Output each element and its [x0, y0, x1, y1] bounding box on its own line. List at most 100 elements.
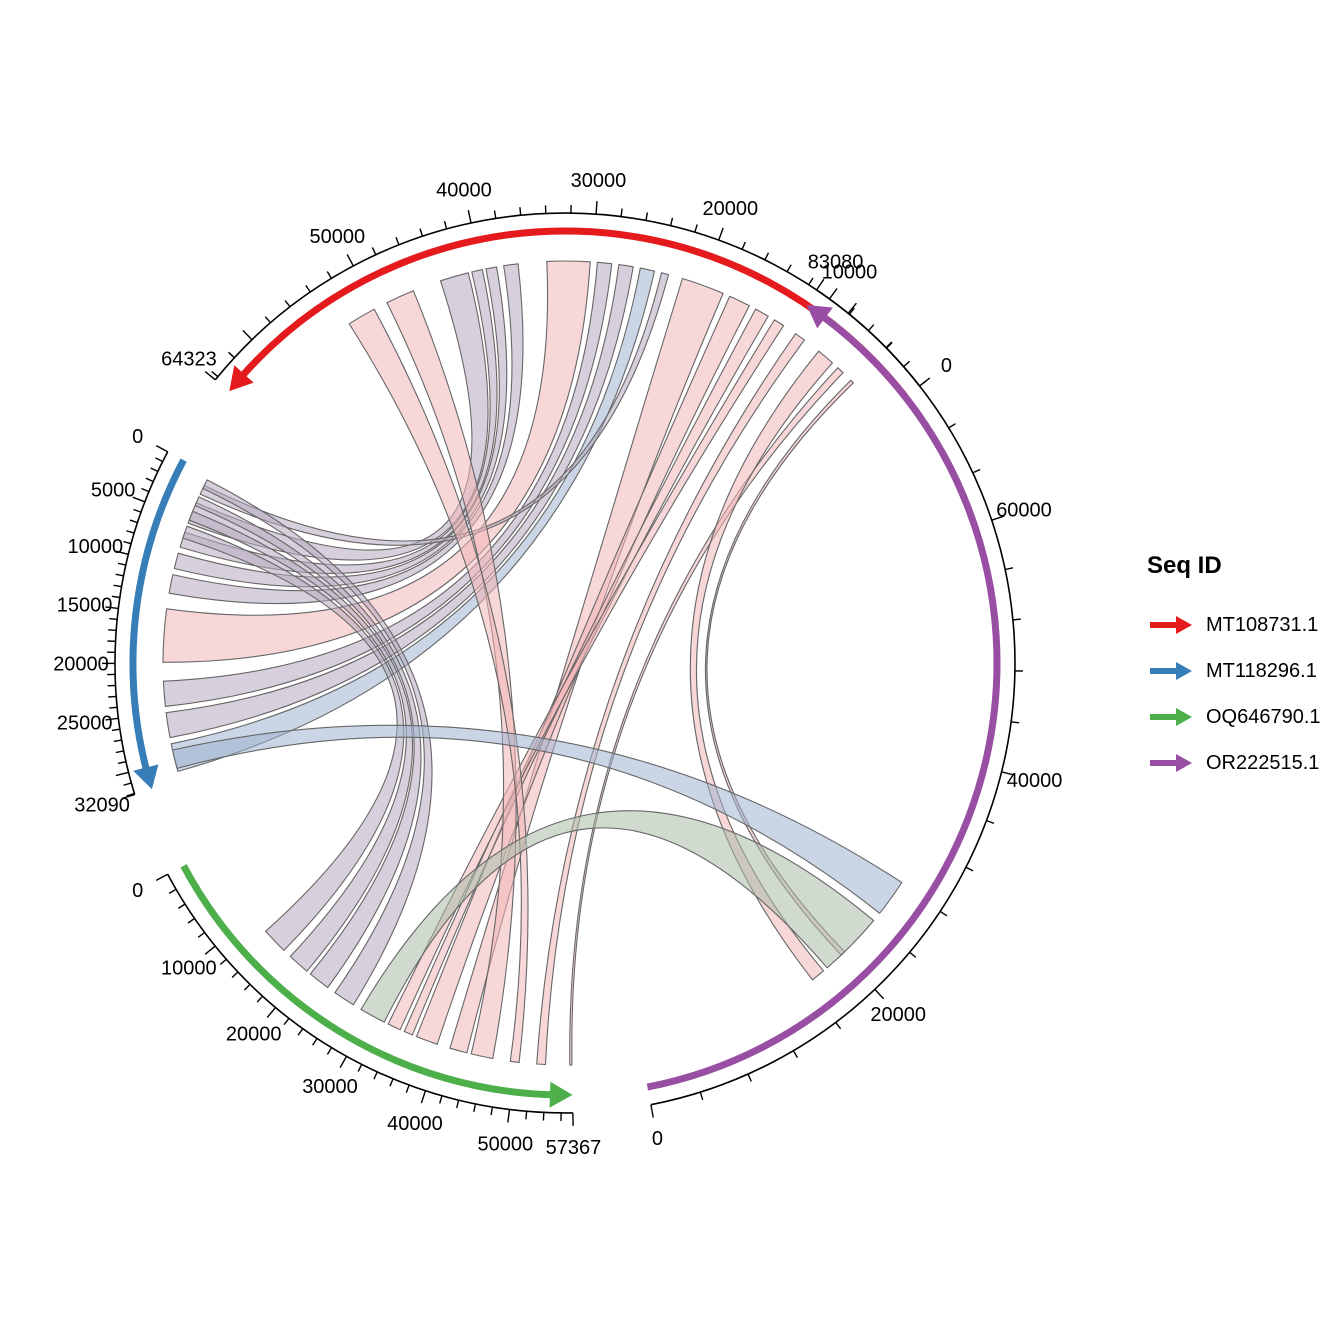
major-tick: [507, 1109, 511, 1123]
minor-tick: [903, 360, 911, 368]
legend: Seq ID MT108731.1 MT118296.1 OQ646790.1 OR2…: [1146, 552, 1321, 786]
legend-arrow-icon: [1150, 616, 1192, 634]
major-tick: [121, 793, 135, 800]
major-tick: [595, 201, 598, 215]
major-tick: [242, 329, 253, 341]
minor-tick: [113, 584, 122, 588]
tick-label: 20000: [53, 653, 109, 675]
minor-tick: [150, 467, 159, 473]
minor-tick: [669, 217, 674, 226]
legend-item: MT118296.1: [1146, 648, 1321, 694]
minor-tick: [525, 1111, 528, 1120]
link-ribbon: [194, 496, 422, 989]
link-ribbon: [170, 267, 656, 773]
minor-tick: [405, 1084, 410, 1093]
legend-item: OR222515.1: [1146, 740, 1321, 786]
minor-tick: [197, 931, 206, 938]
axis-line: [166, 873, 573, 1114]
tick-label: 30000: [571, 170, 627, 192]
minor-tick: [1012, 618, 1021, 621]
minor-tick: [620, 208, 623, 217]
sequence-axes: 0 10000 20000 30000 40000 50000 64323 0 5000 1000…: [53, 170, 1062, 1159]
minor-tick: [177, 903, 186, 909]
sequence-arrow: [129, 458, 187, 775]
tick-label: 83080: [808, 252, 864, 274]
minor-tick: [117, 761, 127, 765]
legend-label: OR222515.1: [1206, 751, 1320, 774]
minor-tick: [109, 617, 118, 621]
minor-tick: [133, 508, 142, 513]
tick-label: 40000: [387, 1113, 443, 1135]
minor-tick: [357, 1064, 363, 1072]
minor-tick: [456, 1100, 460, 1109]
minor-tick: [786, 264, 792, 273]
major-tick: [115, 550, 129, 555]
link-ribbon: [171, 724, 903, 915]
minor-tick: [109, 706, 118, 709]
tick-label: 60000: [996, 500, 1052, 522]
link-ribbon: [348, 308, 529, 1064]
major-tick: [155, 444, 169, 453]
minor-tick: [305, 285, 311, 293]
link-ribbon: [689, 350, 834, 981]
tick-label: 0: [132, 880, 143, 902]
minor-tick: [419, 228, 424, 237]
minor-tick: [113, 739, 122, 743]
minor-tick: [111, 728, 121, 732]
sequence-arrow: [646, 311, 1001, 1091]
major-tick: [467, 210, 472, 224]
minor-tick: [939, 910, 948, 917]
minor-tick: [490, 1106, 494, 1116]
minor-tick: [256, 995, 264, 1003]
major-tick: [991, 515, 1005, 521]
arrow-head: [229, 365, 254, 392]
legend-item: OQ646790.1: [1146, 694, 1321, 740]
minor-tick: [389, 1078, 394, 1087]
minor-tick: [909, 951, 917, 958]
minor-tick: [187, 917, 195, 924]
minor-tick: [395, 237, 400, 246]
link-ribbon: [165, 263, 634, 739]
minor-tick: [108, 695, 117, 698]
minor-tick: [493, 210, 497, 219]
minor-tick: [373, 1071, 378, 1080]
minor-tick: [264, 316, 272, 324]
minor-tick: [155, 457, 163, 463]
minor-tick: [284, 300, 291, 308]
minor-tick: [123, 782, 132, 786]
minor-tick: [1011, 721, 1020, 724]
link-ribbon: [387, 319, 785, 1031]
tick-label: 40000: [1007, 770, 1063, 792]
link-ribbon: [182, 525, 405, 952]
link-ribbon: [162, 260, 591, 663]
minor-tick: [473, 1103, 477, 1112]
minor-tick: [126, 792, 135, 797]
major-tick: [346, 254, 354, 267]
minor-tick: [126, 530, 135, 534]
major-tick: [105, 606, 119, 610]
tick-label: 20000: [226, 1024, 282, 1046]
legend-arrow-icon: [1150, 754, 1192, 772]
tick-label: 32090: [74, 795, 130, 817]
link-ribbons: [162, 260, 903, 1066]
tick-label: 25000: [57, 713, 113, 735]
axis-line: [650, 289, 1016, 1106]
minor-tick: [645, 212, 649, 221]
minor-tick: [792, 1050, 799, 1058]
minor-tick: [972, 468, 981, 474]
minor-tick: [948, 423, 956, 429]
major-tick: [204, 371, 216, 381]
minor-tick: [885, 341, 893, 349]
tick-label: 15000: [57, 594, 113, 616]
minor-tick: [297, 1028, 304, 1036]
major-tick: [266, 1007, 277, 1018]
minor-tick: [145, 477, 154, 483]
tick-label: 40000: [436, 180, 492, 202]
minor-tick: [283, 1017, 290, 1026]
tick-label: 0: [132, 426, 143, 448]
major-tick: [874, 988, 885, 1000]
link-ribbon: [168, 263, 524, 605]
sequence-arrow: [180, 864, 557, 1099]
legend-title: Seq ID: [1147, 552, 1222, 579]
